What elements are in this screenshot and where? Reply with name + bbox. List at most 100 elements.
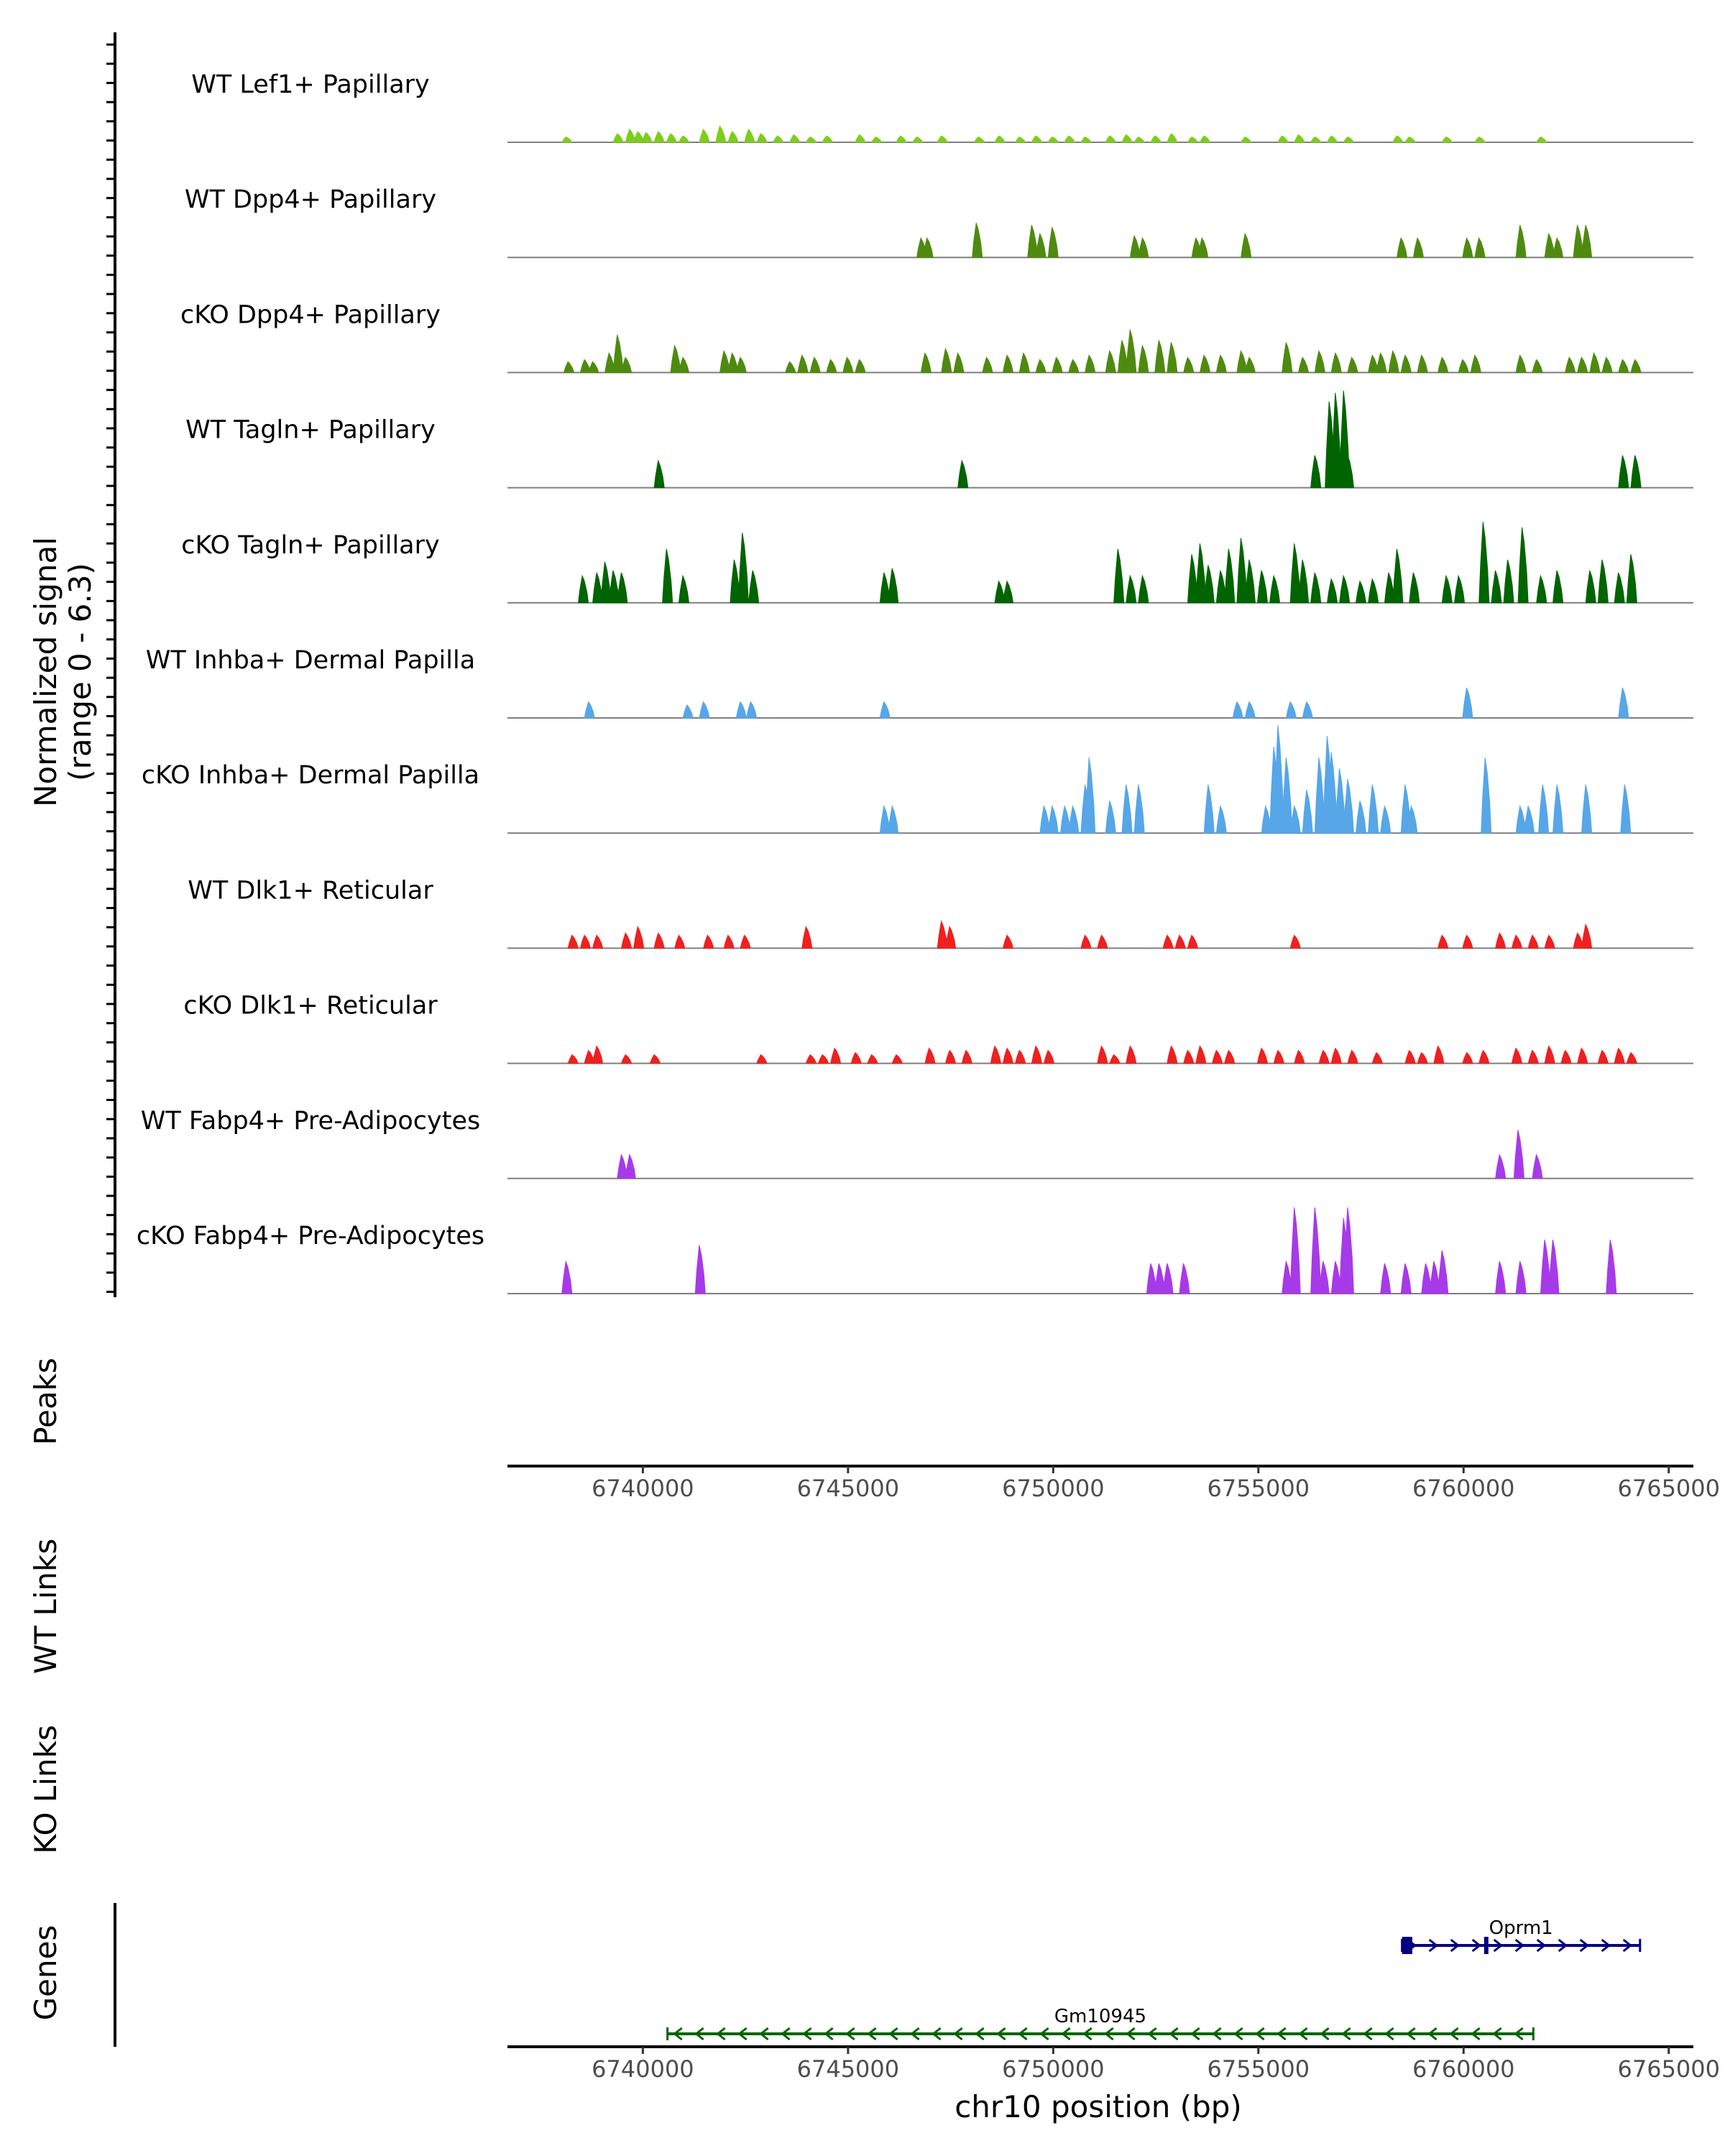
- strand-arrow: [1471, 2027, 1481, 2041]
- coverage-peak: [855, 134, 866, 143]
- coverage-peak: [584, 701, 595, 719]
- coverage-peak: [1330, 1047, 1342, 1064]
- coverage-peak: [1195, 543, 1207, 604]
- coverage-peak: [1289, 804, 1301, 834]
- coverage-peak: [888, 568, 899, 604]
- coverage-peak: [1256, 1047, 1269, 1064]
- coverage-peak: [1310, 136, 1322, 143]
- coverage-peak: [703, 934, 714, 949]
- coverage-peak: [1347, 356, 1358, 373]
- track-label: cKO Dlk1+ Reticular: [183, 992, 438, 1021]
- coverage-peak: [1538, 784, 1550, 834]
- coverage-peak: [1376, 352, 1387, 373]
- coverage-peak: [1121, 784, 1133, 834]
- coverage-peak: [1035, 232, 1046, 258]
- coverage-peak: [1380, 1263, 1392, 1294]
- coverage-peak: [1581, 923, 1593, 949]
- strand-arrow: [1579, 1938, 1590, 1953]
- ko-links-track-label: KO Links: [28, 1725, 63, 1854]
- coverage-peak: [1412, 236, 1425, 258]
- coverage-peak: [1581, 784, 1593, 834]
- coverage-peak: [1310, 455, 1322, 489]
- coverage-peak: [1326, 135, 1338, 143]
- coverage-peak: [1515, 225, 1527, 258]
- coverage-peak: [1503, 559, 1514, 604]
- coverage-peak: [1478, 522, 1490, 604]
- coverage-peak: [1294, 1049, 1305, 1064]
- coverage-peak: [1002, 934, 1014, 949]
- x-tick-label: 6745000: [797, 2055, 900, 2083]
- coverage-peak: [1532, 1153, 1543, 1179]
- coverage-peak: [620, 356, 632, 373]
- strand-arrow: [1449, 2027, 1459, 2041]
- strand-arrow: [1169, 2027, 1179, 2041]
- coverage-peak: [1552, 236, 1564, 258]
- strand-arrow: [1276, 2027, 1287, 2041]
- coverage-peak: [1495, 1261, 1506, 1294]
- gene-name-label: Oprm1: [1489, 1917, 1553, 1939]
- x-tick-label: 6765000: [1617, 2055, 1720, 2083]
- coverage-peak: [772, 135, 784, 143]
- coverage-peak: [1138, 574, 1149, 604]
- coverage-peak: [1495, 1153, 1506, 1179]
- track-cko-tagln-papillary: cKO Tagln+ Papillary: [181, 522, 1693, 604]
- coverage-peak: [1606, 1239, 1617, 1294]
- coverage-peak: [1597, 559, 1609, 604]
- coverage-tracks: WT Lef1+ Papillary WT Dpp4+ Papillary cKO …: [137, 70, 1693, 1294]
- coverage-peak: [1327, 578, 1338, 604]
- x-tick-label: 6750000: [1002, 2055, 1105, 2083]
- coverage-peak: [1187, 934, 1199, 949]
- coverage-peak: [1052, 356, 1063, 373]
- strand-arrow: [1255, 2027, 1265, 2041]
- coverage-peak: [1392, 135, 1404, 143]
- coverage-peak: [1330, 352, 1342, 373]
- coverage-peak: [567, 1054, 579, 1064]
- coverage-peak: [1565, 356, 1576, 373]
- coverage-peak: [1002, 1047, 1014, 1064]
- coverage-peak: [1515, 354, 1527, 373]
- coverage-peak: [1162, 934, 1174, 949]
- coverage-peak: [1371, 1051, 1384, 1064]
- coverage-peak: [1397, 236, 1408, 258]
- coverage-peak: [1527, 1049, 1539, 1064]
- coverage-peak: [1195, 1045, 1207, 1064]
- coverage-peak: [1368, 784, 1379, 834]
- x-tick-label: 6740000: [592, 1475, 694, 1502]
- strand-arrow: [1061, 2027, 1071, 2041]
- coverage-peak: [756, 133, 768, 143]
- coverage-peak: [1532, 359, 1543, 373]
- coverage-peak: [1544, 934, 1555, 949]
- coverage-peak: [785, 361, 796, 373]
- coverage-peak: [1289, 1207, 1301, 1294]
- coverage-peak: [1215, 804, 1227, 834]
- coverage-peak: [1495, 932, 1506, 949]
- coverage-peak: [888, 804, 899, 834]
- genes-track-label: Genes: [28, 1925, 63, 2021]
- coverage-peak: [1162, 1263, 1174, 1294]
- coverage-peak: [1618, 359, 1629, 373]
- coverage-peak: [1109, 1054, 1121, 1064]
- coverage-peak: [1474, 136, 1486, 143]
- coverage-peak: [1289, 934, 1301, 949]
- strand-arrow: [1190, 2027, 1200, 2041]
- coverage-peak: [1199, 135, 1211, 143]
- coverage-peak: [735, 356, 748, 373]
- coverage-peak: [674, 934, 686, 949]
- gene-exon: [1402, 1937, 1412, 1954]
- coverage-peak: [561, 1261, 573, 1294]
- coverage-peak: [620, 1054, 632, 1064]
- coverage-ylabel-line2: (range 0 - 6.3): [63, 563, 98, 781]
- coverage-y-ticks: [106, 43, 115, 1293]
- coverage-peak: [1392, 548, 1404, 604]
- coverage-peak: [1620, 784, 1632, 834]
- coverage-peak: [850, 1051, 862, 1064]
- coverage-peak: [1441, 574, 1453, 604]
- coverage-peak: [1183, 1049, 1195, 1064]
- track-cko-dpp4-papillary: cKO Dpp4+ Papillary: [180, 300, 1693, 374]
- coverage-peak: [1224, 1049, 1236, 1064]
- track-label: cKO Dpp4+ Papillary: [180, 300, 441, 329]
- track-label: cKO Tagln+ Papillary: [181, 531, 440, 560]
- coverage-peak: [756, 1054, 768, 1064]
- peaks-x-axis: 6740000 6745000 6750000 6755000 6760000 67650…: [592, 1466, 1720, 1502]
- coverage-peak: [1400, 1263, 1412, 1294]
